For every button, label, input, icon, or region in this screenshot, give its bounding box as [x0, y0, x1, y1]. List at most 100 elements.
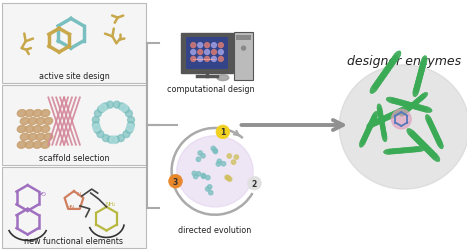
Circle shape	[198, 151, 202, 155]
Ellipse shape	[33, 110, 42, 117]
Circle shape	[198, 44, 203, 48]
Ellipse shape	[405, 147, 417, 153]
Text: 1: 1	[220, 128, 226, 137]
Ellipse shape	[376, 74, 385, 85]
Circle shape	[99, 104, 107, 112]
Circle shape	[211, 57, 217, 62]
Circle shape	[122, 107, 129, 113]
Ellipse shape	[413, 98, 422, 105]
Ellipse shape	[385, 60, 395, 72]
Ellipse shape	[401, 148, 412, 153]
Ellipse shape	[407, 129, 418, 140]
Circle shape	[247, 177, 261, 190]
Circle shape	[209, 191, 213, 195]
Circle shape	[118, 135, 124, 142]
Ellipse shape	[416, 139, 427, 149]
Circle shape	[219, 44, 223, 48]
Circle shape	[242, 47, 246, 51]
Circle shape	[192, 172, 196, 176]
Ellipse shape	[391, 99, 403, 105]
Ellipse shape	[381, 124, 386, 135]
Ellipse shape	[377, 105, 382, 115]
Circle shape	[112, 137, 119, 143]
Ellipse shape	[415, 105, 427, 112]
Circle shape	[193, 175, 198, 179]
Ellipse shape	[20, 118, 29, 125]
FancyBboxPatch shape	[2, 4, 146, 83]
Circle shape	[219, 57, 223, 62]
Ellipse shape	[375, 117, 387, 124]
Circle shape	[198, 57, 203, 62]
Ellipse shape	[25, 110, 34, 117]
Ellipse shape	[378, 112, 383, 123]
Circle shape	[206, 176, 210, 180]
Circle shape	[128, 117, 135, 124]
Ellipse shape	[426, 148, 437, 159]
Circle shape	[234, 155, 238, 160]
Ellipse shape	[41, 110, 50, 117]
Ellipse shape	[388, 149, 400, 154]
Circle shape	[228, 177, 232, 182]
Ellipse shape	[359, 137, 366, 148]
Text: NH₂: NH₂	[105, 201, 116, 206]
Circle shape	[197, 172, 201, 176]
Text: active site design: active site design	[38, 71, 109, 80]
Circle shape	[201, 154, 205, 158]
Ellipse shape	[25, 126, 34, 133]
Ellipse shape	[396, 100, 408, 107]
Ellipse shape	[361, 133, 368, 144]
Circle shape	[126, 127, 133, 134]
Ellipse shape	[36, 118, 45, 125]
Circle shape	[208, 185, 212, 189]
Ellipse shape	[419, 107, 432, 113]
Circle shape	[191, 57, 196, 62]
Ellipse shape	[369, 115, 376, 126]
Ellipse shape	[392, 52, 401, 64]
Ellipse shape	[368, 119, 374, 130]
Circle shape	[113, 102, 120, 109]
Ellipse shape	[392, 149, 404, 154]
Ellipse shape	[402, 107, 411, 114]
Text: scaffold selection: scaffold selection	[39, 154, 109, 163]
Ellipse shape	[44, 118, 53, 125]
Circle shape	[107, 102, 113, 109]
Ellipse shape	[414, 81, 420, 93]
Ellipse shape	[20, 134, 29, 141]
Circle shape	[191, 50, 196, 55]
Circle shape	[205, 57, 210, 62]
Ellipse shape	[378, 108, 383, 119]
Circle shape	[102, 135, 109, 142]
Ellipse shape	[28, 134, 37, 141]
Text: 3: 3	[173, 177, 178, 186]
Ellipse shape	[18, 110, 26, 117]
Ellipse shape	[429, 151, 440, 162]
Ellipse shape	[386, 98, 399, 104]
Ellipse shape	[419, 60, 426, 73]
FancyBboxPatch shape	[236, 36, 251, 41]
Ellipse shape	[410, 132, 421, 143]
Ellipse shape	[423, 145, 433, 155]
Circle shape	[216, 125, 230, 139]
Circle shape	[206, 187, 210, 192]
Circle shape	[217, 160, 221, 164]
Ellipse shape	[432, 128, 438, 139]
Ellipse shape	[365, 126, 371, 137]
Ellipse shape	[420, 56, 427, 69]
Ellipse shape	[383, 149, 395, 155]
Circle shape	[231, 160, 236, 165]
Ellipse shape	[363, 130, 370, 141]
Circle shape	[196, 158, 201, 162]
Ellipse shape	[416, 95, 425, 103]
Ellipse shape	[382, 132, 387, 142]
Ellipse shape	[339, 66, 469, 189]
Ellipse shape	[177, 136, 253, 207]
Text: 2: 2	[252, 179, 257, 188]
Ellipse shape	[370, 82, 379, 94]
Ellipse shape	[427, 118, 434, 129]
Circle shape	[94, 111, 101, 117]
Text: designer enzymes: designer enzymes	[347, 55, 461, 68]
Ellipse shape	[383, 65, 392, 77]
Circle shape	[118, 104, 125, 110]
Circle shape	[201, 174, 206, 179]
Ellipse shape	[388, 56, 398, 68]
